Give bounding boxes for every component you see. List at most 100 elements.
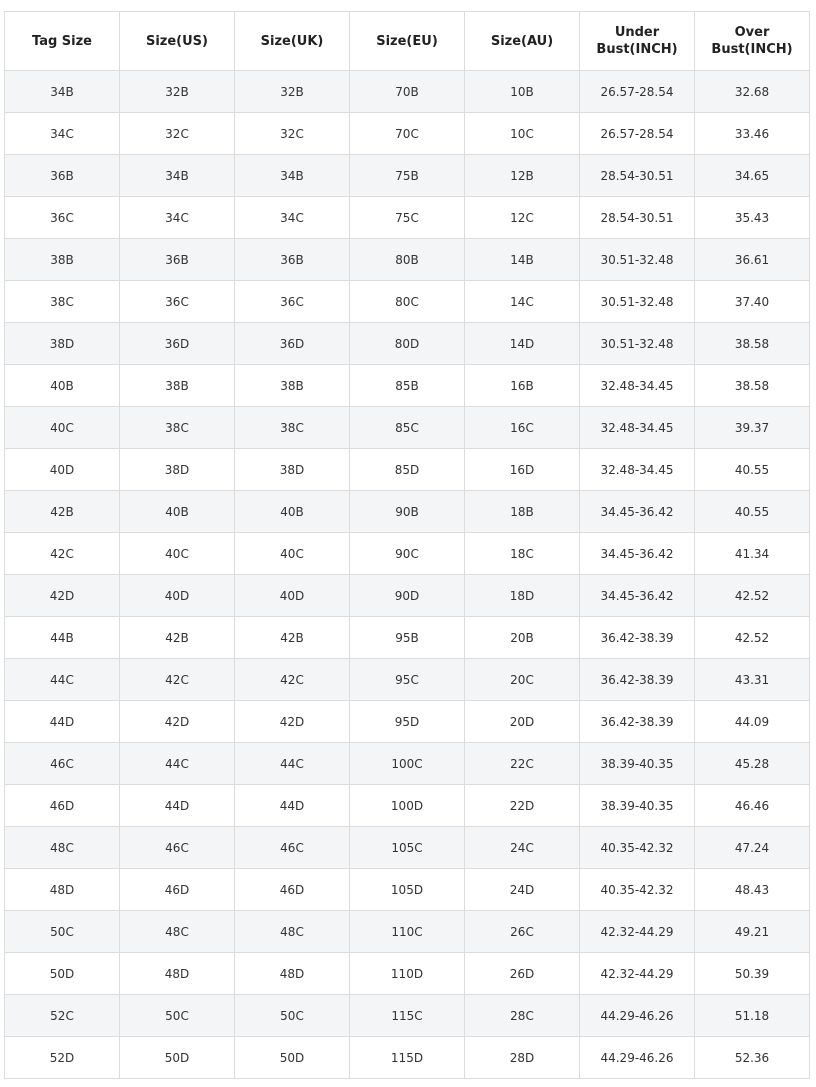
column-header: Size(EU) bbox=[349, 11, 465, 71]
table-cell: 110C bbox=[349, 910, 465, 953]
table-cell: 95C bbox=[349, 658, 465, 701]
table-row: 46C 44C 44C 100C 22C 38.39-40.35 45.28 bbox=[4, 742, 810, 785]
table-row: 42C 40C 40C 90C 18C 34.45-36.42 41.34 bbox=[4, 532, 810, 575]
table-cell: 85B bbox=[349, 364, 465, 407]
table-cell: 49.21 bbox=[694, 910, 810, 953]
table-cell: 48D bbox=[234, 952, 350, 995]
table-cell: 80D bbox=[349, 322, 465, 365]
table-cell: 30.51-32.48 bbox=[579, 322, 695, 365]
table-cell: 44C bbox=[119, 742, 235, 785]
table-cell: 44C bbox=[234, 742, 350, 785]
table-cell: 26C bbox=[464, 910, 580, 953]
table-cell: 85C bbox=[349, 406, 465, 449]
table-cell: 14C bbox=[464, 280, 580, 323]
table-cell: 16C bbox=[464, 406, 580, 449]
table-cell: 12C bbox=[464, 196, 580, 239]
table-cell: 80C bbox=[349, 280, 465, 323]
table-cell: 46D bbox=[119, 868, 235, 911]
table-cell: 38C bbox=[4, 280, 120, 323]
table-cell: 44D bbox=[119, 784, 235, 827]
table-cell: 28.54-30.51 bbox=[579, 154, 695, 197]
table-cell: 34.45-36.42 bbox=[579, 574, 695, 617]
table-cell: 46C bbox=[119, 826, 235, 869]
table-cell: 18C bbox=[464, 532, 580, 575]
table-cell: 39.37 bbox=[694, 406, 810, 449]
table-cell: 42B bbox=[4, 490, 120, 533]
table-cell: 32.48-34.45 bbox=[579, 364, 695, 407]
table-cell: 20B bbox=[464, 616, 580, 659]
table-row: 36C 34C 34C 75C 12C 28.54-30.51 35.43 bbox=[4, 196, 810, 239]
table-cell: 14D bbox=[464, 322, 580, 365]
table-cell: 42B bbox=[119, 616, 235, 659]
table-cell: 34B bbox=[119, 154, 235, 197]
table-row: 44B 42B 42B 95B 20B 36.42-38.39 42.52 bbox=[4, 616, 810, 659]
table-cell: 40B bbox=[119, 490, 235, 533]
table-cell: 70C bbox=[349, 112, 465, 155]
table-cell: 40B bbox=[4, 364, 120, 407]
table-cell: 45.28 bbox=[694, 742, 810, 785]
table-cell: 115C bbox=[349, 994, 465, 1037]
column-header: Tag Size bbox=[4, 11, 120, 71]
table-cell: 44.29-46.26 bbox=[579, 1036, 695, 1079]
table-cell: 34.45-36.42 bbox=[579, 532, 695, 575]
table-cell: 33.46 bbox=[694, 112, 810, 155]
table-row: 40D 38D 38D 85D 16D 32.48-34.45 40.55 bbox=[4, 448, 810, 491]
table-cell: 105D bbox=[349, 868, 465, 911]
table-cell: 40.55 bbox=[694, 448, 810, 491]
table-cell: 34.45-36.42 bbox=[579, 490, 695, 533]
table-cell: 40D bbox=[4, 448, 120, 491]
table-cell: 52D bbox=[4, 1036, 120, 1079]
table-cell: 38C bbox=[119, 406, 235, 449]
table-cell: 38D bbox=[119, 448, 235, 491]
table-row: 38D 36D 36D 80D 14D 30.51-32.48 38.58 bbox=[4, 322, 810, 365]
table-cell: 20D bbox=[464, 700, 580, 743]
table-cell: 32B bbox=[119, 70, 235, 113]
table-cell: 36D bbox=[234, 322, 350, 365]
table-row: 50D 48D 48D 110D 26D 42.32-44.29 50.39 bbox=[4, 952, 810, 995]
column-header: Size(UK) bbox=[234, 11, 350, 71]
table-cell: 36.42-38.39 bbox=[579, 616, 695, 659]
table-row: 36B 34B 34B 75B 12B 28.54-30.51 34.65 bbox=[4, 154, 810, 197]
column-header: Size(AU) bbox=[464, 11, 580, 71]
table-cell: 24D bbox=[464, 868, 580, 911]
table-cell: 105C bbox=[349, 826, 465, 869]
table-cell: 38.39-40.35 bbox=[579, 784, 695, 827]
table-cell: 35.43 bbox=[694, 196, 810, 239]
table-cell: 75B bbox=[349, 154, 465, 197]
table-cell: 52.36 bbox=[694, 1036, 810, 1079]
table-cell: 34.65 bbox=[694, 154, 810, 197]
table-cell: 40C bbox=[234, 532, 350, 575]
table-cell: 110D bbox=[349, 952, 465, 995]
table-cell: 36C bbox=[119, 280, 235, 323]
table-cell: 42C bbox=[4, 532, 120, 575]
table-cell: 36C bbox=[4, 196, 120, 239]
table-cell: 48C bbox=[234, 910, 350, 953]
table-cell: 38C bbox=[234, 406, 350, 449]
column-header: Size(US) bbox=[119, 11, 235, 71]
table-cell: 36.42-38.39 bbox=[579, 700, 695, 743]
table-cell: 38.58 bbox=[694, 364, 810, 407]
table-cell: 38D bbox=[234, 448, 350, 491]
table-row: 42B 40B 40B 90B 18B 34.45-36.42 40.55 bbox=[4, 490, 810, 533]
table-cell: 38B bbox=[119, 364, 235, 407]
table-cell: 28C bbox=[464, 994, 580, 1037]
table-cell: 32.48-34.45 bbox=[579, 448, 695, 491]
table-row: 38C 36C 36C 80C 14C 30.51-32.48 37.40 bbox=[4, 280, 810, 323]
table-cell: 40.35-42.32 bbox=[579, 868, 695, 911]
table-cell: 42D bbox=[234, 700, 350, 743]
table-cell: 12B bbox=[464, 154, 580, 197]
table-cell: 46C bbox=[234, 826, 350, 869]
table-cell: 30.51-32.48 bbox=[579, 238, 695, 281]
table-cell: 32B bbox=[234, 70, 350, 113]
table-cell: 52C bbox=[4, 994, 120, 1037]
table-cell: 85D bbox=[349, 448, 465, 491]
table-cell: 14B bbox=[464, 238, 580, 281]
table-cell: 36B bbox=[4, 154, 120, 197]
table-cell: 28D bbox=[464, 1036, 580, 1079]
table-cell: 42.52 bbox=[694, 616, 810, 659]
table-cell: 10B bbox=[464, 70, 580, 113]
table-cell: 50C bbox=[234, 994, 350, 1037]
table-cell: 40.55 bbox=[694, 490, 810, 533]
table-cell: 40C bbox=[4, 406, 120, 449]
table-cell: 42B bbox=[234, 616, 350, 659]
